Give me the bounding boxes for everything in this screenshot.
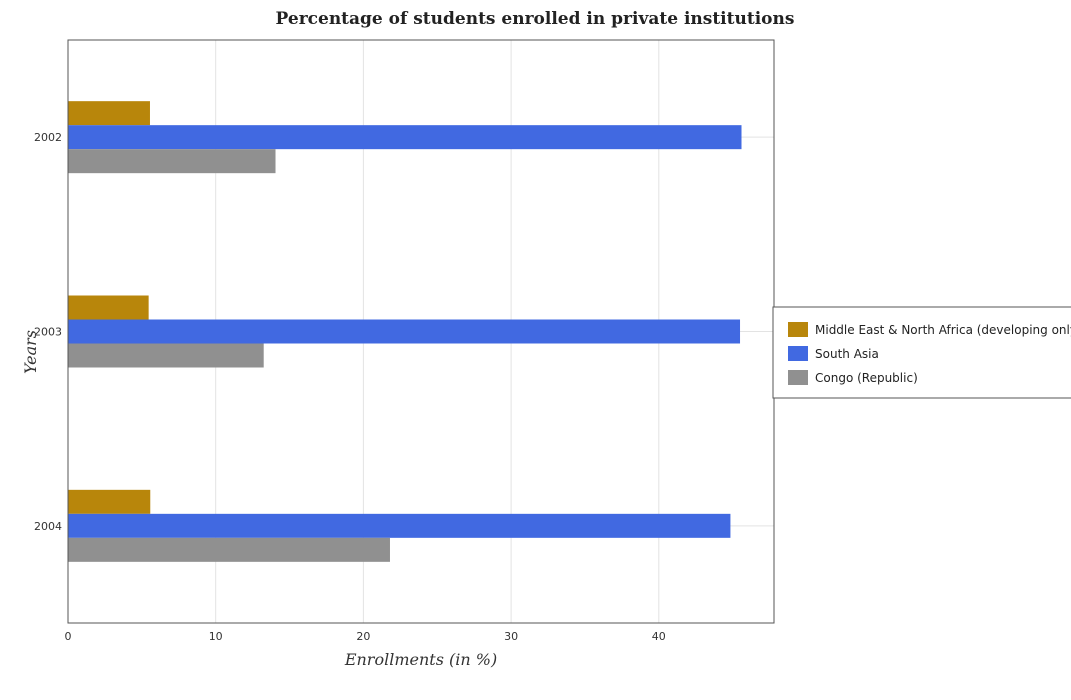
bar [68, 320, 740, 344]
bar [68, 344, 264, 368]
legend-swatch [788, 322, 808, 337]
x-axis-label: Enrollments (in %) [344, 650, 497, 669]
bar [68, 101, 150, 125]
legend-label: South Asia [815, 347, 879, 361]
legend: Middle East & North Africa (developing o… [773, 307, 1071, 398]
bar [68, 490, 150, 514]
x-tick-label: 20 [356, 630, 370, 643]
chart-title: Percentage of students enrolled in priva… [276, 9, 795, 29]
x-tick-label: 0 [65, 630, 72, 643]
legend-swatch [788, 346, 808, 361]
bar [68, 538, 390, 562]
y-axis-label: Years [21, 330, 40, 374]
legend-swatch [788, 370, 808, 385]
bar [68, 296, 149, 320]
y-tick-label: 2004 [34, 520, 62, 533]
x-tick-label: 10 [209, 630, 223, 643]
legend-label: Congo (Republic) [815, 371, 918, 385]
bar [68, 125, 742, 149]
y-tick-label: 2002 [34, 131, 62, 144]
legend-label: Middle East & North Africa (developing o… [815, 323, 1071, 337]
bar [68, 514, 730, 538]
x-tick-label: 30 [504, 630, 518, 643]
bar [68, 149, 276, 173]
x-tick-label: 40 [652, 630, 666, 643]
